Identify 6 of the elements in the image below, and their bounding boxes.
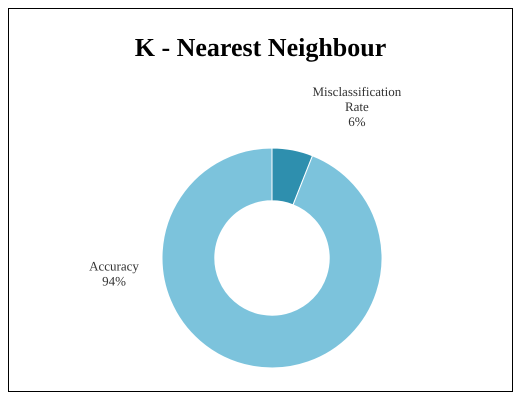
data-label: 94%	[102, 274, 126, 288]
slice-label: Accuracy	[89, 258, 140, 274]
slice-label: Misclassification Rate	[312, 84, 402, 114]
chart-title: K - Nearest Neighbour	[134, 33, 388, 63]
donut-slice	[162, 148, 382, 368]
data-label: 6%	[348, 114, 366, 130]
